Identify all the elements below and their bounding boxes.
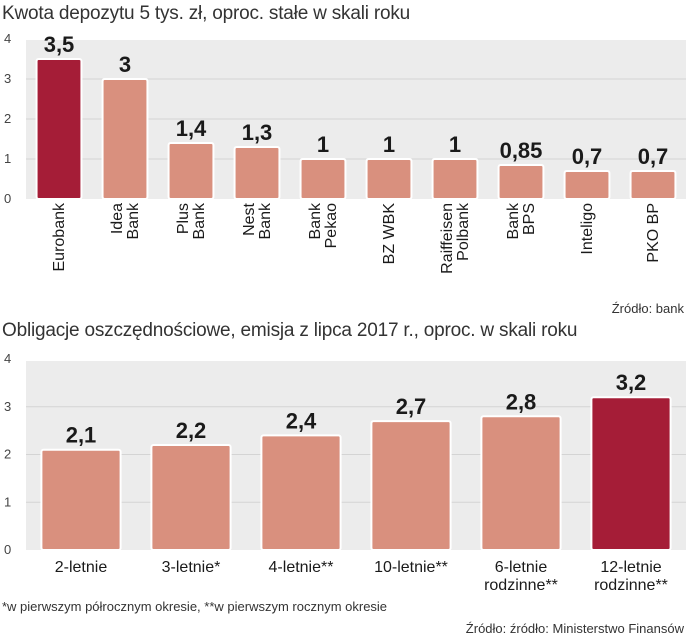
bar-2-letnie — [40, 448, 122, 552]
plot-background — [26, 361, 686, 550]
category-label: Bank — [191, 202, 208, 239]
bonds-chart-footnote: *w pierwszym półrocznym okresie, **w pie… — [2, 599, 388, 614]
category-label: 2-letnie — [55, 559, 108, 576]
category-label: Idea — [109, 203, 126, 234]
value-label: 2,2 — [176, 418, 207, 443]
category-label: Nest — [241, 202, 258, 235]
category-label: Raiffeisen — [439, 203, 456, 274]
value-label: 1,3 — [242, 120, 273, 145]
bonds-chart-panel: Obligacje oszczędnościowe, emisja z lipc… — [0, 318, 688, 640]
value-label: 1,4 — [176, 116, 207, 141]
category-label: Eurobank — [51, 202, 68, 271]
value-label: 1 — [383, 132, 395, 157]
value-label: 0,7 — [638, 144, 669, 169]
bar-plus-bank — [167, 142, 215, 200]
bar-12-letnie-rodzinne — [590, 396, 672, 551]
value-label: 2,4 — [286, 408, 317, 433]
category-label: Pekao — [323, 203, 340, 248]
category-label: Polbank — [455, 202, 472, 261]
value-label: 0,85 — [500, 138, 543, 163]
bar-4-letnie — [260, 434, 342, 551]
bar-6-letnie-rodzinne — [480, 415, 562, 551]
category-label: Bank — [125, 202, 142, 239]
bonds-bar-chart: 0 1 2 3 4 2,1 2-letnie 2,2 3-letnie* 2,4 4-letnie*… — [4, 351, 686, 594]
y-tick-label: 3 — [4, 71, 11, 86]
value-label: 3,5 — [44, 32, 75, 57]
y-tick-label: 0 — [4, 191, 11, 206]
category-label: 12-letnie — [600, 559, 661, 576]
y-tick-label: 0 — [4, 542, 11, 557]
category-label: 10-letnie** — [374, 559, 448, 576]
bar-eurobank — [35, 58, 83, 200]
category-label: 6-letnie — [495, 559, 548, 576]
value-label: 0,7 — [572, 144, 603, 169]
deposit-chart-title: Kwota depozytu 5 tys. zł, oproc. stałe w… — [2, 3, 410, 24]
category-label: Bank — [505, 202, 522, 239]
y-tick-label: 1 — [4, 151, 11, 166]
bar-bank-pekao — [299, 158, 347, 200]
y-tick-label: 1 — [4, 494, 11, 509]
bonds-chart-title: Obligacje oszczędnościowe, emisja z lipc… — [2, 320, 578, 341]
y-tick-label: 4 — [4, 351, 11, 366]
category-label: Bank — [257, 202, 274, 239]
category-label: 3-letnie* — [162, 559, 221, 576]
bonds-chart-source: Źródło: źródło: Ministerstwo Finansów — [465, 621, 684, 636]
value-label: 3 — [119, 52, 131, 77]
bar-nest-bank — [233, 146, 281, 200]
category-label: Plus — [175, 203, 192, 234]
value-label: 1 — [317, 132, 329, 157]
category-label: rodzinne** — [484, 577, 558, 594]
value-label: 2,1 — [66, 423, 97, 448]
category-label: Inteligo — [579, 203, 596, 255]
bar-10-letnie — [370, 420, 452, 551]
bar-bank-bps — [497, 164, 545, 200]
value-label: 2,7 — [396, 394, 427, 419]
category-label: PKO BP — [645, 203, 662, 263]
deposit-chart-source: Źródło: bank — [611, 301, 684, 316]
deposit-chart-panel: Kwota depozytu 5 tys. zł, oproc. stałe w… — [2, 3, 686, 316]
category-label: Bank — [307, 202, 324, 239]
bar-raiffeisen-polbank — [431, 158, 479, 200]
bar-3-letnie — [150, 443, 232, 551]
value-label: 1 — [449, 132, 461, 157]
bar-pko-bp — [629, 170, 677, 200]
category-label: rodzinne** — [594, 577, 668, 594]
category-label: BZ WBK — [381, 203, 398, 265]
value-label: 3,2 — [616, 370, 647, 395]
bar-inteligo — [563, 170, 611, 200]
y-tick-label: 2 — [4, 111, 11, 126]
value-label: 2,8 — [506, 389, 537, 414]
category-label: 4-letnie** — [269, 559, 334, 576]
y-tick-label: 3 — [4, 399, 11, 414]
y-tick-label: 4 — [4, 31, 11, 46]
y-tick-label: 2 — [4, 447, 11, 462]
bar-idea-bank — [101, 78, 149, 200]
bar-bz-wbk — [365, 158, 413, 200]
category-label: BPS — [521, 203, 538, 235]
